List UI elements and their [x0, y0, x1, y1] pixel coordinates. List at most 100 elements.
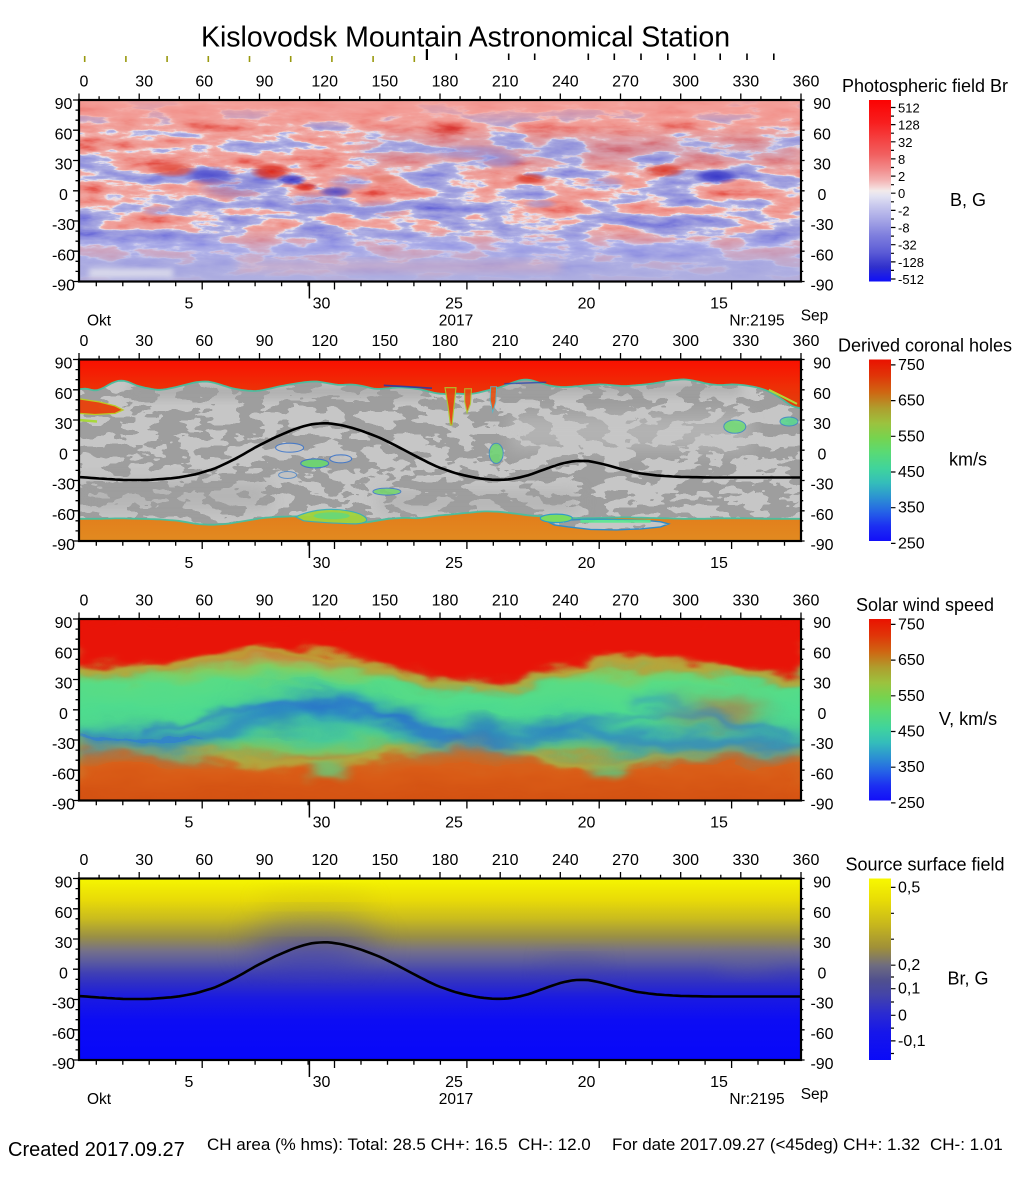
svg-text:2017: 2017 — [439, 313, 473, 330]
svg-text:25: 25 — [445, 815, 463, 832]
svg-text:360: 360 — [793, 593, 820, 610]
svg-text:240: 240 — [552, 593, 579, 610]
svg-text:0: 0 — [80, 74, 89, 91]
svg-text:0: 0 — [818, 187, 827, 204]
svg-text:-30: -30 — [52, 736, 75, 753]
svg-text:-60: -60 — [52, 1026, 75, 1043]
svg-text:-60: -60 — [52, 247, 75, 264]
svg-text:90: 90 — [256, 593, 274, 610]
svg-text:5: 5 — [185, 1074, 194, 1091]
svg-text:350: 350 — [898, 500, 925, 517]
svg-text:30: 30 — [135, 852, 153, 869]
svg-text:90: 90 — [256, 852, 274, 869]
svg-text:0: 0 — [818, 706, 827, 723]
svg-text:90: 90 — [813, 96, 831, 113]
svg-text:20: 20 — [578, 1074, 596, 1091]
svg-text:Okt: Okt — [87, 313, 112, 330]
svg-text:60: 60 — [55, 386, 73, 403]
svg-text:CH-: 12.0: CH-: 12.0 — [518, 1135, 591, 1154]
svg-text:60: 60 — [195, 333, 213, 350]
svg-text:Sep: Sep — [801, 308, 829, 325]
svg-text:-30: -30 — [810, 477, 833, 494]
svg-text:90: 90 — [55, 875, 73, 892]
svg-text:30: 30 — [813, 157, 831, 174]
svg-text:210: 210 — [492, 593, 519, 610]
svg-text:-30: -30 — [810, 736, 833, 753]
svg-text:Sep: Sep — [801, 1086, 829, 1103]
svg-text:300: 300 — [672, 852, 699, 869]
svg-text:0: 0 — [59, 446, 68, 463]
svg-text:550: 550 — [898, 688, 925, 705]
svg-text:30: 30 — [55, 935, 73, 952]
svg-text:60: 60 — [813, 646, 831, 663]
svg-text:0: 0 — [898, 186, 905, 201]
svg-text:B, G: B, G — [950, 190, 986, 210]
svg-text:60: 60 — [195, 593, 213, 610]
svg-text:60: 60 — [813, 386, 831, 403]
svg-text:-60: -60 — [810, 767, 833, 784]
svg-text:-2: -2 — [898, 203, 910, 218]
svg-text:-60: -60 — [52, 507, 75, 524]
svg-text:0: 0 — [59, 187, 68, 204]
svg-text:30: 30 — [813, 935, 831, 952]
svg-text:0: 0 — [898, 1007, 907, 1024]
svg-text:2: 2 — [898, 169, 905, 184]
svg-text:-512: -512 — [898, 272, 924, 287]
svg-text:32: 32 — [898, 135, 912, 150]
svg-text:270: 270 — [612, 74, 639, 91]
svg-text:210: 210 — [492, 74, 519, 91]
svg-text:15: 15 — [710, 555, 728, 572]
svg-text:Created 2017.09.27: Created 2017.09.27 — [8, 1139, 185, 1161]
svg-text:300: 300 — [672, 74, 699, 91]
svg-text:750: 750 — [898, 357, 925, 374]
svg-text:60: 60 — [55, 646, 73, 663]
svg-text:-60: -60 — [810, 1026, 833, 1043]
svg-text:550: 550 — [898, 428, 925, 445]
svg-text:240: 240 — [552, 852, 579, 869]
svg-text:330: 330 — [732, 593, 759, 610]
svg-text:330: 330 — [732, 74, 759, 91]
svg-text:150: 150 — [371, 74, 398, 91]
svg-text:90: 90 — [55, 615, 73, 632]
svg-text:60: 60 — [813, 905, 831, 922]
svg-text:512: 512 — [898, 101, 920, 116]
svg-text:0: 0 — [818, 966, 827, 983]
svg-text:V, km/s: V, km/s — [939, 709, 997, 729]
svg-text:0: 0 — [80, 852, 89, 869]
svg-text:450: 450 — [898, 464, 925, 481]
svg-text:360: 360 — [793, 852, 820, 869]
svg-text:-30: -30 — [52, 996, 75, 1013]
svg-text:-30: -30 — [52, 217, 75, 234]
svg-text:210: 210 — [492, 333, 519, 350]
svg-text:90: 90 — [55, 356, 73, 373]
svg-text:60: 60 — [55, 905, 73, 922]
svg-text:240: 240 — [552, 333, 579, 350]
svg-text:90: 90 — [55, 96, 73, 113]
svg-text:120: 120 — [311, 333, 338, 350]
svg-text:300: 300 — [672, 593, 699, 610]
svg-text:CH-: 1.01: CH-: 1.01 — [930, 1135, 1003, 1154]
svg-text:5: 5 — [185, 815, 194, 832]
svg-text:270: 270 — [612, 333, 639, 350]
svg-text:-32: -32 — [898, 238, 917, 253]
svg-text:330: 330 — [732, 333, 759, 350]
svg-text:650: 650 — [898, 393, 925, 410]
svg-text:-60: -60 — [810, 507, 833, 524]
svg-text:150: 150 — [371, 593, 398, 610]
svg-text:-90: -90 — [810, 537, 833, 554]
svg-text:60: 60 — [55, 126, 73, 143]
svg-text:180: 180 — [432, 852, 459, 869]
svg-text:Kislovodsk Mountain Astronomic: Kislovodsk Mountain Astronomical Station — [201, 22, 730, 54]
svg-text:0: 0 — [818, 446, 827, 463]
svg-text:60: 60 — [813, 126, 831, 143]
svg-text:90: 90 — [256, 74, 274, 91]
svg-text:8: 8 — [898, 152, 905, 167]
svg-text:CH area (% hms): Total: 28.5 C: CH area (% hms): Total: 28.5 CH+: 16.5 — [207, 1135, 508, 1154]
svg-text:150: 150 — [371, 852, 398, 869]
svg-text:120: 120 — [311, 74, 338, 91]
svg-text:-90: -90 — [810, 278, 833, 295]
svg-text:350: 350 — [898, 759, 925, 776]
svg-text:180: 180 — [432, 74, 459, 91]
svg-text:25: 25 — [445, 555, 463, 572]
svg-text:Nr:2195: Nr:2195 — [729, 313, 784, 330]
